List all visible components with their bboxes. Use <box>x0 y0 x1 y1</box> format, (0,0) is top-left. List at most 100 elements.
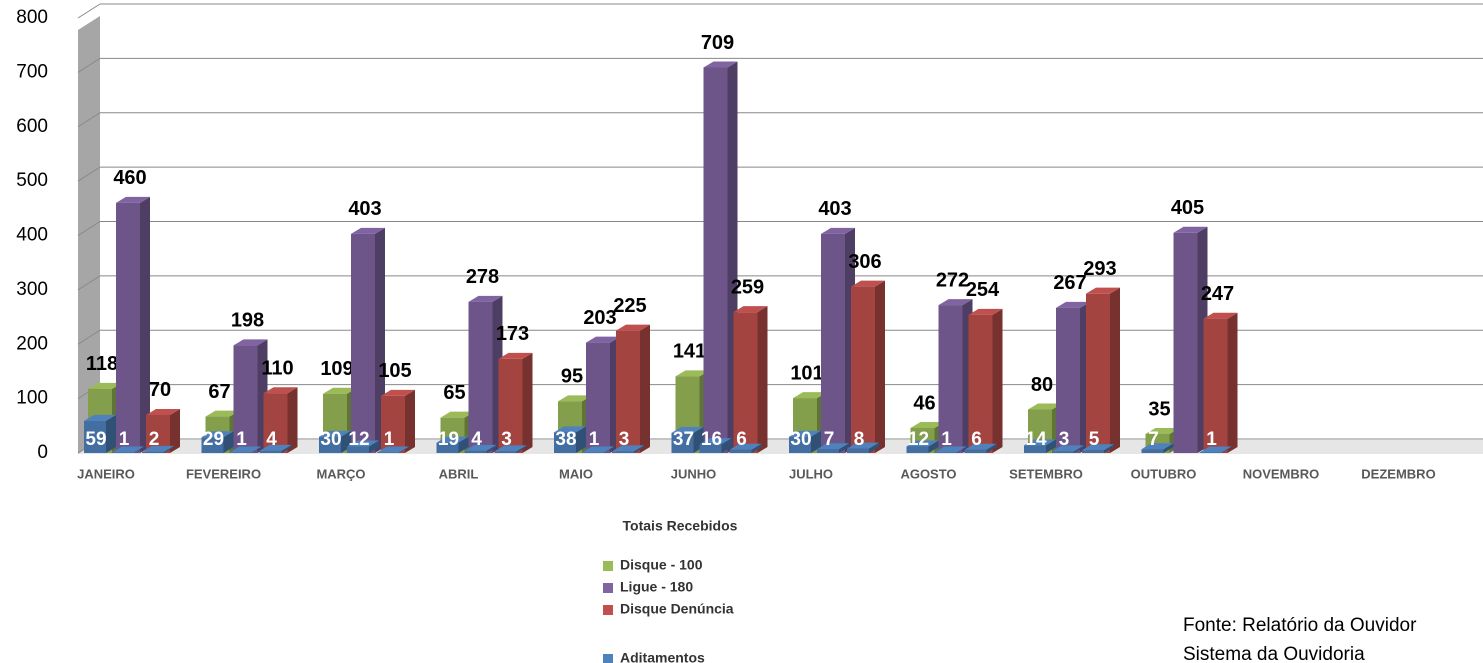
bar-face <box>1141 449 1164 453</box>
bar-face <box>1199 446 1232 453</box>
grid-line <box>77 221 101 236</box>
bar-face <box>1203 318 1228 453</box>
bar-face <box>436 442 459 453</box>
legend-swatch <box>603 654 613 663</box>
bar <box>377 446 409 453</box>
bar <box>146 408 180 453</box>
y-tick-label: 400 <box>16 225 48 246</box>
value-label: 225 <box>613 295 646 317</box>
bar-face <box>170 408 180 453</box>
bar-face <box>233 339 268 346</box>
value-label: 403 <box>818 198 851 220</box>
x-tick-label: ABRIL <box>439 466 479 481</box>
value-label: 203 <box>583 307 616 329</box>
aditamento-label: 1 <box>384 429 395 450</box>
bar-face <box>612 451 634 453</box>
bar-face <box>464 444 497 451</box>
bar-face <box>576 426 586 453</box>
bar-face <box>751 443 762 453</box>
x-tick-label: JUNHO <box>671 466 717 481</box>
aditamento-label: 1 <box>1206 429 1217 450</box>
bar-face <box>1024 445 1046 453</box>
bar <box>1199 446 1232 453</box>
aditamento-label: 29 <box>203 429 224 450</box>
bar-face <box>612 445 644 452</box>
bar-face <box>1056 307 1080 453</box>
bar-face <box>1052 451 1074 453</box>
bar-face <box>516 445 527 453</box>
bar-face <box>347 440 379 447</box>
bar-face <box>1086 287 1120 294</box>
bar <box>733 306 768 453</box>
bar <box>554 426 586 453</box>
aditamento-label: 7 <box>824 429 835 450</box>
bar-face <box>821 227 855 234</box>
bar-face <box>522 352 533 453</box>
bar-face <box>757 306 768 453</box>
bar-face <box>671 432 694 453</box>
bar <box>964 443 997 453</box>
value-label: 254 <box>966 279 1000 301</box>
aditamento-label: 3 <box>619 429 630 450</box>
bar-face <box>1074 445 1084 453</box>
bar <box>934 446 967 453</box>
value-label: 118 <box>86 353 118 375</box>
bar-face <box>436 436 469 443</box>
value-label: 101 <box>790 362 823 384</box>
aditamento-label: 1 <box>589 429 600 450</box>
bar <box>494 445 527 453</box>
bar-face <box>381 389 415 396</box>
value-label: 306 <box>848 251 881 273</box>
bar-face <box>319 436 341 453</box>
bar <box>1052 445 1084 453</box>
aditamento-label: 38 <box>555 429 576 450</box>
bar-face <box>494 451 517 453</box>
bar-face <box>381 395 405 453</box>
legend-label: Disque - 100 <box>620 557 703 573</box>
aditamento-label: 4 <box>266 429 277 450</box>
bar <box>259 444 292 453</box>
bar-face <box>1110 287 1120 453</box>
bar <box>968 308 1003 453</box>
value-label: 173 <box>496 323 529 345</box>
bar-face <box>1163 443 1174 453</box>
bar-face <box>201 437 224 453</box>
legend-swatch <box>603 605 613 615</box>
value-label: 403 <box>348 198 381 220</box>
aditamento-label: 1 <box>236 429 247 450</box>
legend-label: Ligue - 180 <box>620 579 693 595</box>
bar-face <box>1199 452 1222 453</box>
bar <box>351 227 385 453</box>
value-label: 272 <box>936 269 969 291</box>
value-label: 65 <box>443 382 465 404</box>
bar-face <box>586 336 620 343</box>
bar-face <box>604 446 614 453</box>
value-label: 259 <box>731 276 764 298</box>
x-tick-label: SETEMBRO <box>1009 466 1083 481</box>
bar-face <box>229 446 262 453</box>
y-tick-label: 200 <box>16 333 48 354</box>
bar-face <box>1221 446 1232 453</box>
bar-face <box>84 414 116 421</box>
bar-face <box>1046 439 1056 453</box>
bar-face <box>323 387 357 394</box>
bar-face <box>263 387 298 394</box>
bar <box>699 438 732 453</box>
bar-face <box>112 446 144 453</box>
bar-face <box>733 306 768 313</box>
bar-face <box>351 233 375 453</box>
bar-face <box>1024 439 1056 446</box>
bar-face <box>351 227 385 234</box>
value-label: 405 <box>1171 197 1204 219</box>
bar <box>1086 287 1120 453</box>
bar-face <box>377 446 409 453</box>
value-label: 105 <box>378 360 411 382</box>
bar-face <box>964 449 987 453</box>
y-tick-label: 300 <box>16 279 48 300</box>
bar <box>381 389 415 453</box>
bar-face <box>319 430 351 437</box>
y-tick-label: 500 <box>16 170 48 191</box>
bar-face <box>582 452 604 453</box>
bar-face <box>116 202 140 453</box>
x-tick-label: JANEIRO <box>77 466 135 481</box>
